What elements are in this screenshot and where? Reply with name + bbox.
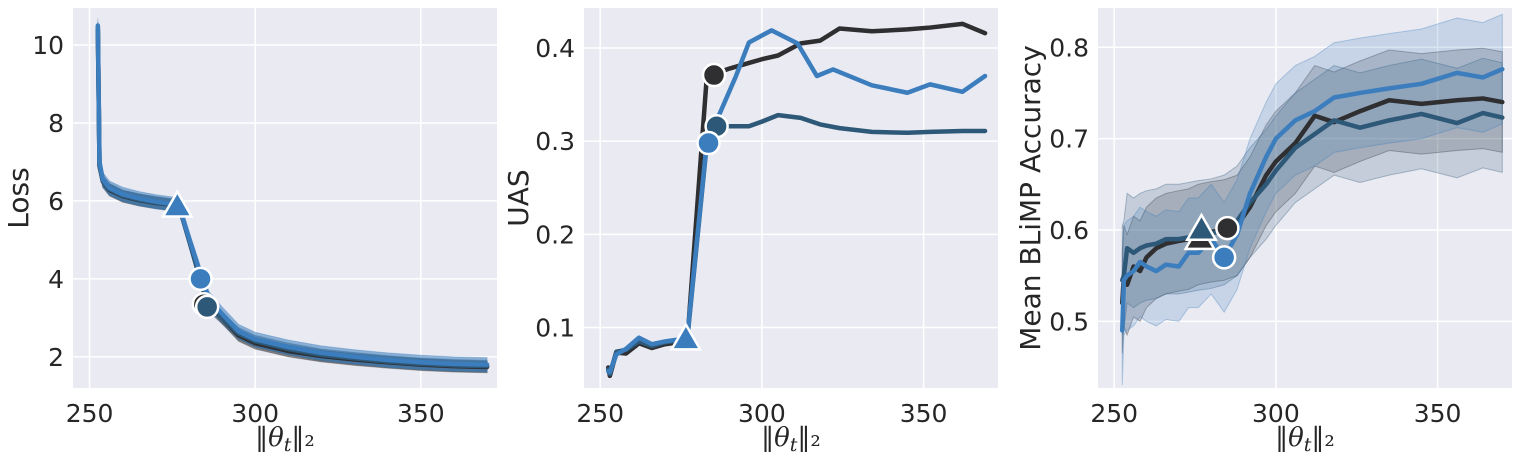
x-tick-label: 300: [231, 399, 279, 428]
y-tick-label: 0.1: [535, 313, 575, 342]
x-axis-label: ‖θt‖₂: [255, 423, 315, 456]
y-tick-label: 2: [48, 343, 64, 372]
x-tick-label: 250: [1090, 399, 1138, 428]
x-tick-label: 350: [397, 399, 445, 428]
x-tick-label: 350: [1414, 399, 1462, 428]
series-1-circle-marker: [701, 62, 727, 88]
y-axis-label: UAS: [502, 169, 535, 226]
series-3-circle-marker: [188, 266, 213, 292]
series-3-line: [1120, 66, 1505, 333]
series-3-circle-marker: [1211, 245, 1237, 270]
y-axis-label: Mean BLiMP Accuracy: [1014, 45, 1047, 351]
series-1-band: [1121, 47, 1503, 354]
series-2-triangle-marker: [1185, 212, 1218, 241]
series-1-circle-marker: [1215, 215, 1240, 241]
plot-background: [1098, 8, 1512, 388]
series-3-triangle-marker: [160, 189, 194, 218]
series-2-circle-marker: [194, 294, 220, 320]
y-tick-label: 0.7: [1049, 125, 1089, 154]
series-3-band: [1121, 13, 1503, 386]
x-tick-label: 300: [1252, 399, 1300, 428]
chart-panel-2: 250 300 350 0.1 0.2 0.3 0.4 ‖θt‖₂ UAS: [502, 8, 998, 456]
y-tick-label: 0.6: [1049, 216, 1089, 245]
x-axis-label: ‖θt‖₂: [761, 423, 821, 456]
x-tick-label: 300: [738, 399, 786, 428]
y-tick-label: 0.4: [535, 34, 575, 63]
y-tick-label: 6: [48, 187, 64, 216]
x-tick-label: 250: [576, 399, 624, 428]
series-3-circle-marker: [696, 130, 721, 156]
x-tick-label: 250: [66, 399, 114, 428]
y-tick-label: 0.5: [1049, 307, 1089, 336]
chart-panel-3: 250 300 350 0.5 0.6 0.7 0.8 ‖θt‖₂ Mean BLiMP Acc…: [1014, 8, 1512, 456]
y-tick-label: 10: [32, 31, 64, 60]
x-tick-label: 350: [900, 399, 948, 428]
y-tick-label: 4: [48, 265, 64, 294]
series-3-triangle-marker: [669, 322, 703, 351]
y-tick-label: 0.2: [535, 220, 575, 249]
plot-background: [584, 8, 998, 388]
y-tick-label: 0.8: [1049, 33, 1089, 62]
y-tick-label: 8: [48, 109, 64, 138]
y-axis-label: Loss: [2, 167, 35, 228]
chart-panel-1: 250 300 350 2 4 6 8 10 ‖θt‖₂ Loss: [2, 8, 497, 456]
series-3-line: [606, 28, 988, 375]
y-tick-label: 0.3: [535, 127, 575, 156]
x-axis-label: ‖θt‖₂: [1275, 423, 1335, 456]
